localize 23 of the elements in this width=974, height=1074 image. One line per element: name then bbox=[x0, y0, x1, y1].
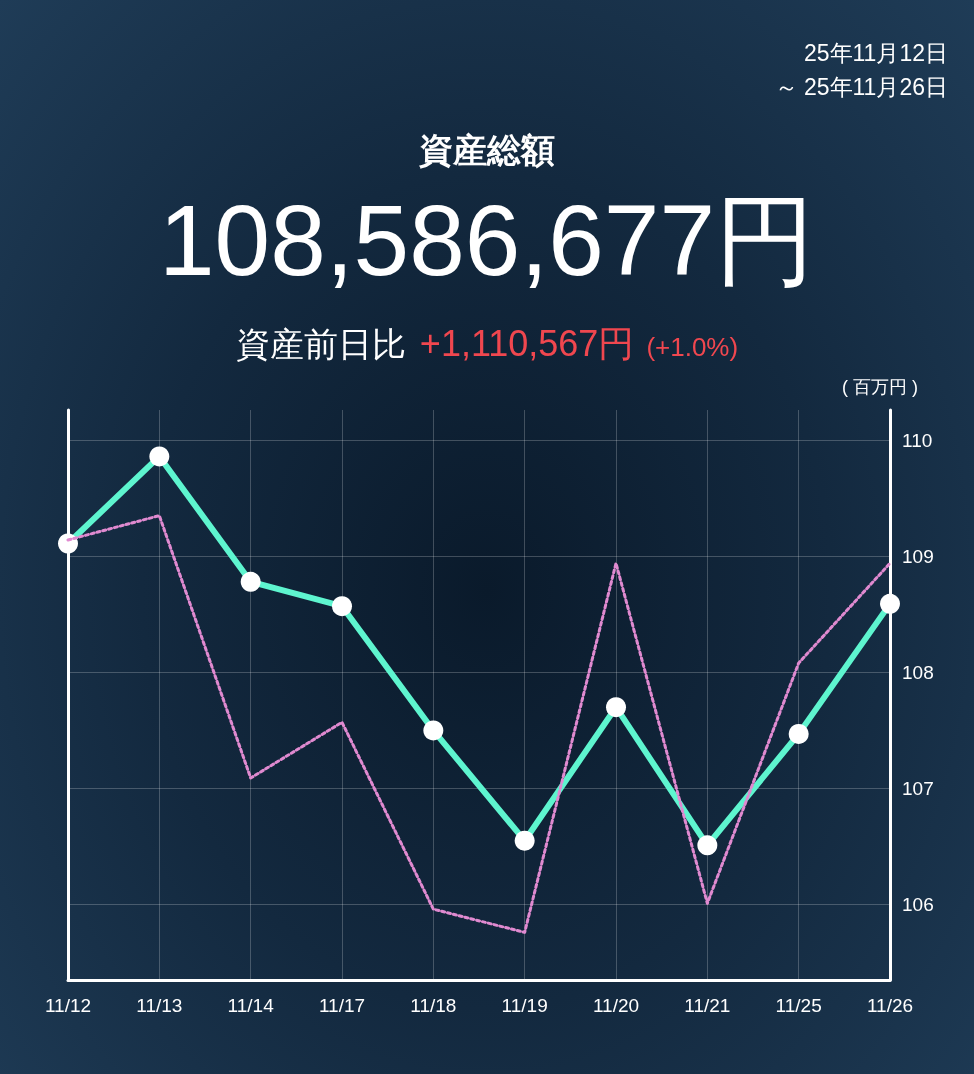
x-tick-label: 11/13 bbox=[136, 995, 183, 1016]
y-tick-label: 107 bbox=[902, 777, 934, 799]
y-tick-label: 110 bbox=[902, 429, 933, 451]
text: (+1.0%) bbox=[646, 332, 739, 362]
text: ～ 25年11月26日 bbox=[774, 74, 948, 100]
x-tick-label: 11/21 bbox=[684, 995, 731, 1016]
x-tick-label: 11/25 bbox=[775, 995, 822, 1016]
chart-title: 資産総額 bbox=[419, 131, 555, 169]
x-tick-label: 11/20 bbox=[592, 995, 640, 1016]
y-axis-title: ( 百万円 ) bbox=[842, 377, 918, 397]
chart-subtitle: 108,586,677円 bbox=[158, 184, 816, 296]
x-tick-label: 11/18 bbox=[410, 995, 457, 1016]
x-tick-label: 11/19 bbox=[501, 995, 548, 1016]
x-tick-label: 11/17 bbox=[318, 995, 366, 1016]
x-tick-label: 11/12 bbox=[44, 995, 92, 1016]
y-tick-label: 108 bbox=[902, 661, 934, 683]
y-tick-label: 106 bbox=[902, 894, 934, 916]
text: +1,110,567円 bbox=[419, 323, 635, 364]
x-tick-label: 11/26 bbox=[866, 995, 914, 1016]
text: 25年11月12日 bbox=[803, 40, 948, 66]
y-tick-label: 109 bbox=[902, 545, 934, 567]
text: 資産前日比 bbox=[235, 325, 406, 363]
x-tick-label: 11/14 bbox=[227, 995, 275, 1016]
